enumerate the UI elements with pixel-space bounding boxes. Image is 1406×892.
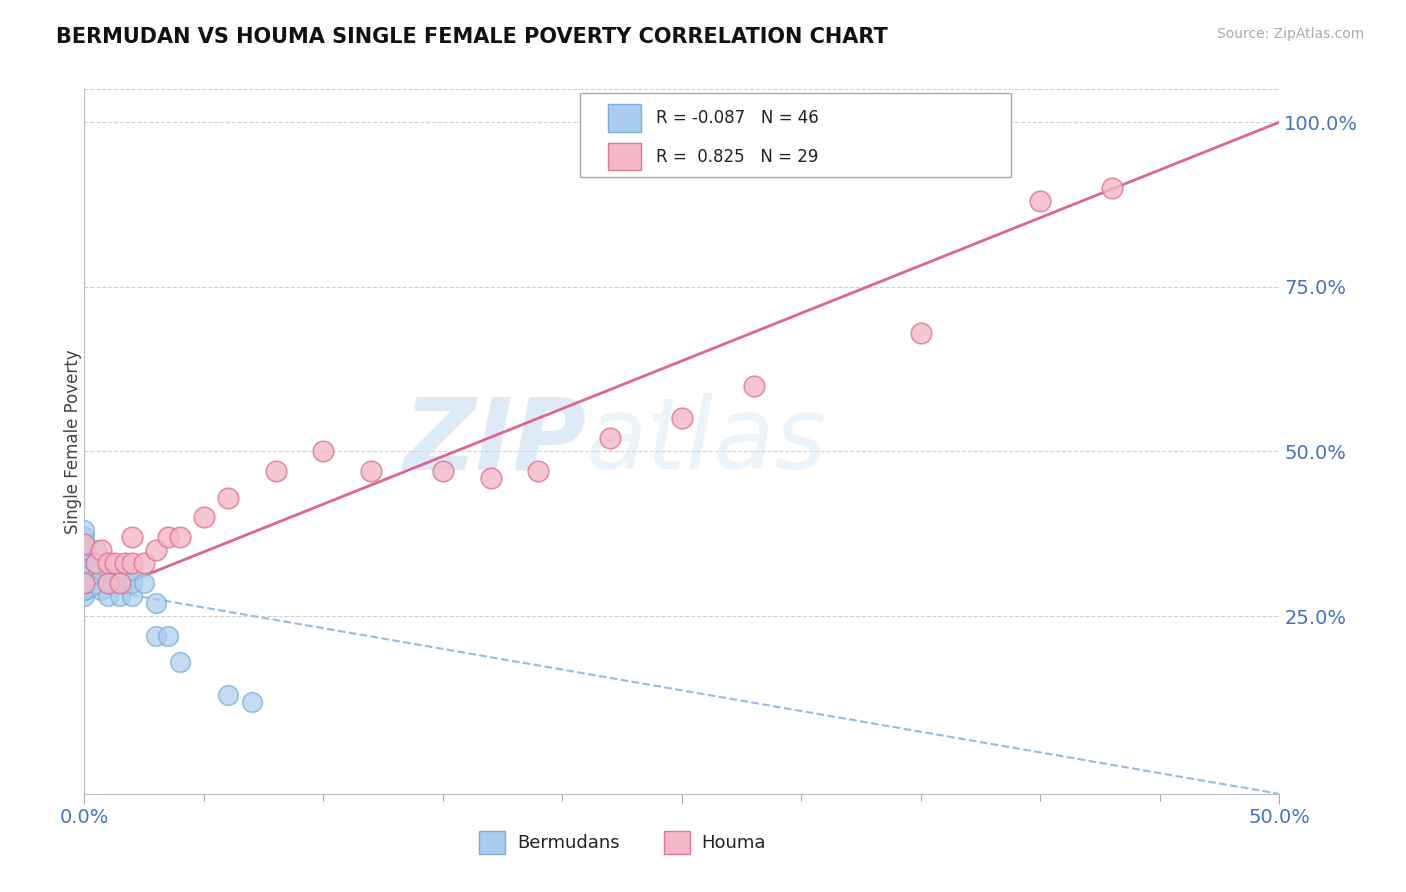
Point (73, 576, 96, 591)
Point (73, 536, 96, 550)
Point (145, 629, 167, 643)
Point (599, 431, 621, 445)
Point (110, 576, 132, 591)
Point (114, 557, 136, 571)
Point (910, 326, 932, 340)
Point (73, 543, 96, 558)
Point (132, 576, 156, 591)
Point (479, 471, 502, 485)
Point (86, 576, 108, 591)
Point (73, 569, 96, 583)
Point (86, 557, 108, 571)
Point (264, 464, 287, 478)
Point (742, 378, 765, 392)
Bar (607, 143, 641, 170)
Point (121, 563, 143, 577)
Point (73, 576, 96, 591)
Point (217, 491, 239, 505)
Point (527, 464, 550, 478)
Point (114, 576, 136, 591)
Point (90, 582, 112, 597)
Point (73, 524, 96, 538)
Point (73, 543, 96, 558)
FancyBboxPatch shape (581, 93, 1011, 178)
Point (73, 563, 96, 577)
Point (121, 530, 143, 544)
Point (193, 510, 215, 524)
Point (73, 576, 96, 591)
Point (73, 530, 96, 544)
Point (104, 557, 127, 571)
Point (169, 530, 191, 544)
Point (97, 563, 120, 577)
Point (73, 543, 96, 558)
Point (73, 549, 96, 564)
Point (145, 596, 167, 610)
Text: Bermudans: Bermudans (517, 833, 620, 852)
Point (73, 582, 96, 597)
Point (73, 549, 96, 564)
Point (432, 464, 454, 478)
Point (86, 557, 108, 571)
Point (217, 688, 239, 702)
Point (73, 557, 96, 571)
Point (157, 530, 180, 544)
Point (110, 576, 132, 591)
Point (86, 543, 108, 558)
Text: atlas: atlas (586, 393, 828, 490)
Point (132, 557, 156, 571)
Point (104, 569, 127, 583)
Point (73, 563, 96, 577)
Point (73, 576, 96, 591)
Point (73, 543, 96, 558)
Point (90, 563, 112, 577)
Point (73, 536, 96, 550)
Point (121, 557, 143, 571)
Point (145, 543, 167, 558)
Point (1101, 181, 1123, 195)
Point (671, 411, 693, 425)
Text: BERMUDAN VS HOUMA SINGLE FEMALE POVERTY CORRELATION CHART: BERMUDAN VS HOUMA SINGLE FEMALE POVERTY … (56, 27, 889, 46)
Point (360, 464, 382, 478)
Point (312, 444, 335, 458)
Point (97, 576, 120, 591)
Point (121, 590, 143, 604)
Point (73, 590, 96, 604)
Text: R = -0.087   N = 46: R = -0.087 N = 46 (655, 109, 818, 127)
Point (73, 576, 96, 591)
Bar (479, 830, 505, 854)
Text: Houma: Houma (702, 833, 765, 852)
Point (110, 563, 132, 577)
Point (90, 543, 112, 558)
Y-axis label: Single Female Poverty: Single Female Poverty (65, 350, 82, 533)
Point (73, 557, 96, 571)
Point (1029, 194, 1052, 209)
Point (240, 695, 263, 709)
Point (121, 576, 143, 591)
Point (157, 629, 180, 643)
Point (169, 655, 191, 669)
Point (101, 576, 124, 591)
Point (97, 576, 120, 591)
Text: ZIP: ZIP (404, 393, 586, 490)
Text: R =  0.825   N = 29: R = 0.825 N = 29 (655, 148, 818, 166)
Point (73, 582, 96, 597)
Point (97, 590, 120, 604)
Point (110, 590, 132, 604)
Point (97, 557, 120, 571)
Text: Source: ZipAtlas.com: Source: ZipAtlas.com (1216, 27, 1364, 41)
Bar (664, 830, 690, 854)
Point (73, 557, 96, 571)
Bar (607, 104, 641, 131)
